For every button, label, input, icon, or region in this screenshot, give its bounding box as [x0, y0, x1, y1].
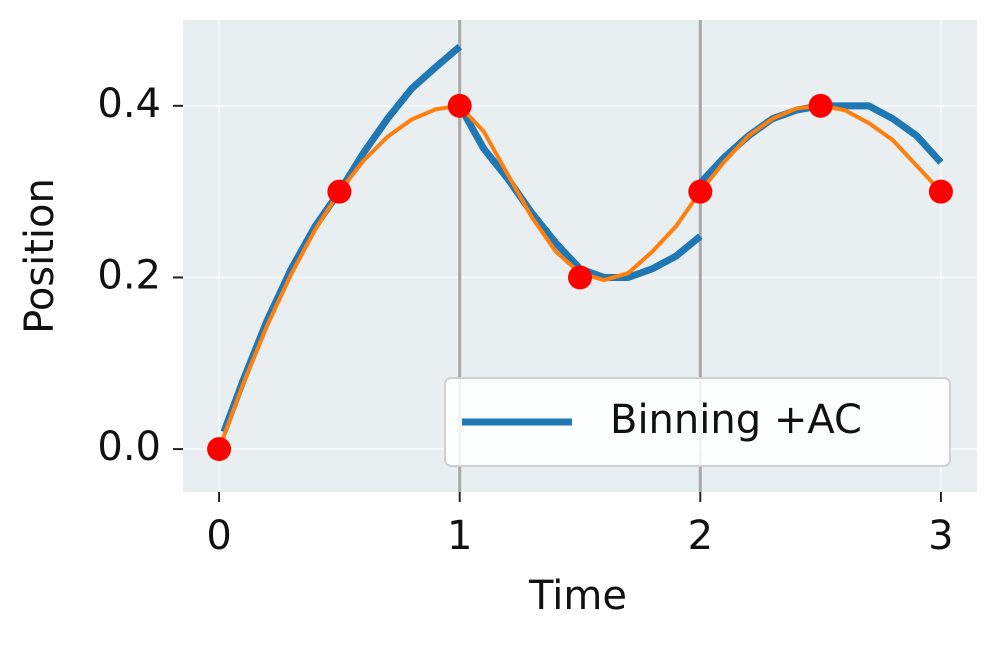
point: [447, 93, 472, 118]
y-axis-label: Position: [17, 178, 63, 334]
legend-label: Binning +AC: [610, 397, 862, 443]
point: [568, 265, 592, 290]
point: [928, 179, 953, 204]
point: [327, 179, 352, 204]
y-tick-label: 0.0: [97, 424, 161, 470]
y-tick-label: 0.2: [97, 252, 161, 298]
point: [688, 179, 713, 204]
point: [207, 437, 232, 462]
legend-box: [444, 377, 951, 467]
x-tick-label: 0: [206, 513, 231, 559]
x-tick-label: 3: [928, 513, 953, 559]
point: [808, 93, 833, 118]
x-tick-label: 2: [688, 513, 713, 559]
x-axis-label: Time: [528, 573, 627, 619]
y-tick-label: 0.4: [97, 81, 161, 127]
x-tick-label: 1: [447, 513, 472, 559]
